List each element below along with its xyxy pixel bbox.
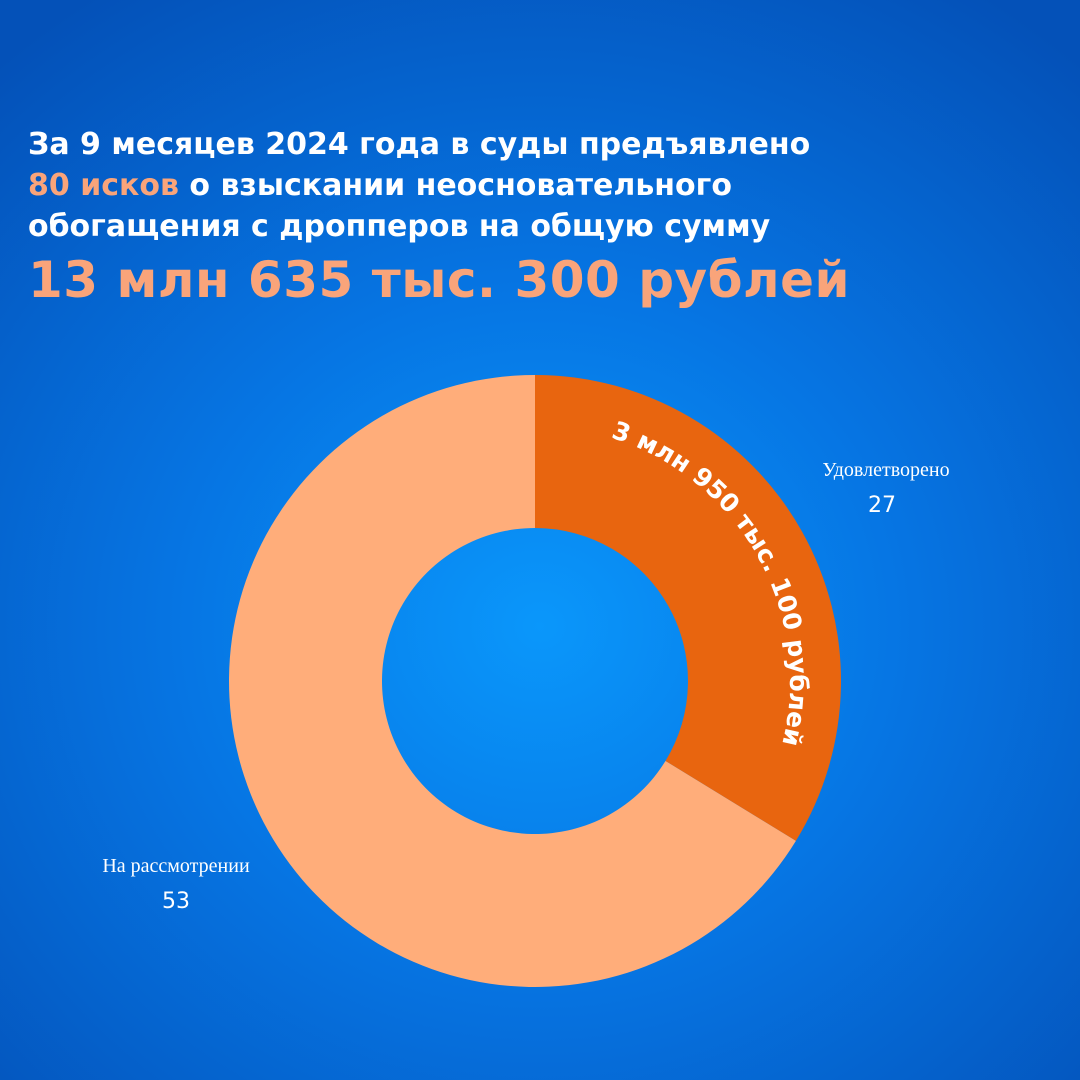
claims-count: 80 исков [28, 168, 179, 203]
slice-pending [229, 375, 796, 987]
label-pending-name: На рассмотрении [102, 855, 250, 877]
headline: За 9 месяцев 2024 года в суды предъявлен… [28, 124, 1058, 311]
headline-line-1: За 9 месяцев 2024 года в суды предъявлен… [28, 127, 811, 162]
slice-satisfied [535, 375, 842, 841]
total-amount: 13 млн 635 тыс. 300 рублей [28, 251, 851, 309]
headline-line-2: 80 исков о взыскании неосновательного [28, 165, 1058, 206]
headline-line-2-rest: о взыскании неосновательного [178, 168, 732, 203]
label-satisfied-value: 27 [868, 493, 896, 518]
label-pending-value: 53 [162, 889, 190, 914]
label-satisfied-name: Удовлетворено [822, 459, 949, 481]
headline-line-3: обогащения с дропперов на общую сумму [28, 209, 771, 244]
donut-slices [229, 375, 842, 987]
